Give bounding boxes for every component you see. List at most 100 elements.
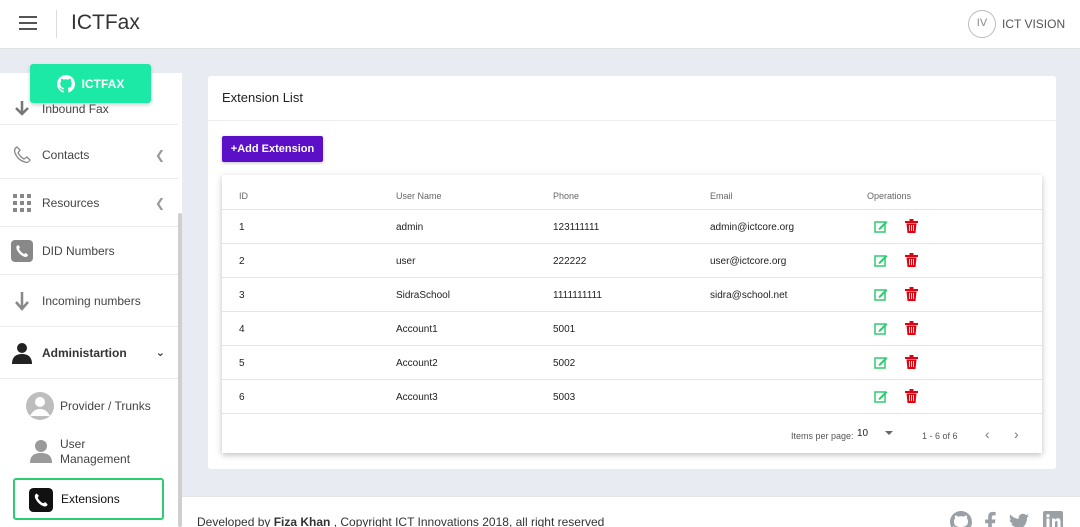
cell-username: Account2 (396, 358, 438, 369)
paginator: Items per page: 10 1 - 6 of 6 ‹ › (222, 413, 1042, 453)
edit-icon[interactable] (874, 219, 888, 233)
menu-icon[interactable] (19, 16, 37, 30)
edit-icon[interactable] (874, 253, 888, 267)
sidebar-subitem-provider-trunks[interactable]: Provider / Trunks (0, 389, 178, 425)
github-icon (56, 74, 75, 93)
sidebar-item-label: Inbound Fax (42, 102, 109, 116)
user-circle-icon (25, 391, 55, 424)
edit-icon[interactable] (874, 355, 888, 369)
sidebar-item-label: DID Numbers (42, 243, 115, 258)
cell-username: admin (396, 222, 424, 233)
table-row[interactable]: 1 admin 123111111 admin@ictcore.org (222, 209, 1042, 243)
delete-icon[interactable] (905, 219, 918, 233)
sidebar-subitem-extensions[interactable]: Extensions (13, 478, 164, 520)
sidebar-item-administration[interactable]: Administartion ⌄ (0, 327, 178, 379)
sidebar-item-label: Administartion (42, 345, 127, 360)
linkedin-icon[interactable] (1043, 511, 1065, 527)
chevron-left-icon: ❮ (154, 147, 165, 162)
brand-avatar[interactable]: IV (968, 10, 996, 38)
divider (56, 10, 57, 38)
column-header[interactable]: ID (239, 191, 248, 201)
phone-square-icon (29, 488, 53, 515)
user-icon (11, 342, 33, 364)
cell-phone: 123111111 (553, 222, 600, 233)
sidebar-item-label: Provider / Trunks (60, 399, 151, 413)
brand-name[interactable]: ICT VISION (1002, 17, 1066, 31)
cell-phone: 222222 (553, 256, 587, 267)
footer-suffix: , Copyright ICT Innovations 2018, all ri… (330, 515, 605, 527)
next-page-button[interactable]: › (1014, 426, 1019, 442)
previous-page-button[interactable]: ‹ (985, 426, 990, 442)
sidebar-item-inbound-fax[interactable]: Inbound Fax (0, 91, 178, 125)
cell-id: 1 (239, 222, 245, 233)
sidebar-item-label-2: Management (60, 452, 131, 466)
extension-list-card: Extension List +Add Extension ID User Na… (208, 76, 1056, 469)
sidebar-item-incoming-numbers[interactable]: Incoming numbers (0, 275, 178, 327)
cell-phone: 5002 (553, 358, 576, 369)
extensions-table: ID User Name Phone Email Operations 1 ad… (222, 175, 1042, 453)
column-header[interactable]: Phone (553, 191, 580, 201)
sidebar-item-label: User (60, 437, 86, 451)
sidebar-item-label: Extensions (61, 492, 120, 506)
table-row[interactable]: 6 Account3 5003 (222, 379, 1042, 413)
sidebar-item-label: Contacts (42, 147, 90, 162)
app-title: ICTFax (71, 11, 140, 34)
cell-email: sidra@school.net (710, 290, 788, 301)
table-row[interactable]: 2 user 222222 user@ictcore.org (222, 243, 1042, 277)
delete-icon[interactable] (905, 287, 918, 301)
delete-icon[interactable] (905, 355, 918, 369)
card-title: Extension List (222, 90, 303, 105)
cell-email: admin@ictcore.org (710, 222, 795, 233)
cell-phone: 5003 (553, 392, 576, 403)
ictfax-logo-label: ICTFAX (81, 76, 125, 91)
ictfax-logo-button[interactable]: ICTFAX (30, 64, 151, 103)
user-icon (30, 439, 52, 466)
github-icon[interactable] (950, 511, 972, 527)
chevron-left-icon: ❮ (154, 195, 165, 210)
sidebar-item-label: Incoming numbers (42, 293, 141, 308)
page-range: 1 - 6 of 6 (922, 431, 958, 441)
edit-icon[interactable] (874, 287, 888, 301)
cell-email: user@ictcore.org (710, 256, 787, 267)
edit-icon[interactable] (874, 321, 888, 335)
delete-icon[interactable] (905, 389, 918, 403)
cell-phone: 5001 (553, 324, 576, 335)
delete-icon[interactable] (905, 253, 918, 267)
cell-phone: 1111111111 (553, 290, 602, 301)
sidebar-item-label-wrap: User Management (60, 437, 130, 467)
column-header[interactable]: User Name (396, 191, 442, 201)
arrow-down-icon (11, 290, 33, 312)
sidebar-subitem-user-management[interactable]: User Management (0, 433, 178, 469)
cell-username: user (396, 256, 416, 267)
edit-icon[interactable] (874, 389, 888, 403)
items-per-page-label: Items per page: (791, 431, 854, 441)
sidebar-item-resources[interactable]: Resources ❮ (0, 179, 178, 227)
column-header[interactable]: Email (710, 191, 733, 201)
footer-prefix: Developed by (197, 515, 274, 527)
divider (208, 120, 1056, 121)
facebook-icon[interactable] (982, 511, 1004, 527)
column-header: Operations (867, 191, 912, 201)
sidebar-scrollbar[interactable] (178, 213, 182, 527)
footer: Developed by Fiza Khan , Copyright ICT I… (182, 496, 1080, 527)
footer-text: Developed by Fiza Khan , Copyright ICT I… (197, 515, 604, 527)
cell-id: 3 (239, 290, 245, 301)
caret-down-icon[interactable] (885, 431, 893, 435)
phone-square-icon (11, 239, 33, 262)
sidebar-item-contacts[interactable]: Contacts ❮ (0, 131, 178, 179)
sidebar-item-did-numbers[interactable]: DID Numbers (0, 227, 178, 275)
twitter-icon[interactable] (1008, 511, 1030, 527)
grid-icon (11, 192, 33, 214)
items-per-page-select[interactable]: 10 (857, 428, 869, 439)
phone-icon (11, 144, 33, 166)
sidebar: Inbound Fax Contacts ❮ Resources ❮ DID N… (0, 73, 182, 527)
delete-icon[interactable] (905, 321, 918, 335)
add-extension-button[interactable]: +Add Extension (222, 136, 323, 162)
footer-author: Fiza Khan (273, 515, 331, 527)
table-row[interactable]: 4 Account1 5001 (222, 311, 1042, 345)
table-row[interactable]: 3 SidraSchool 1111111111 sidra@school.ne… (222, 277, 1042, 311)
cell-username: Account1 (396, 324, 438, 335)
cell-id: 2 (239, 256, 245, 267)
cell-id: 4 (239, 324, 245, 335)
table-row[interactable]: 5 Account2 5002 (222, 345, 1042, 379)
